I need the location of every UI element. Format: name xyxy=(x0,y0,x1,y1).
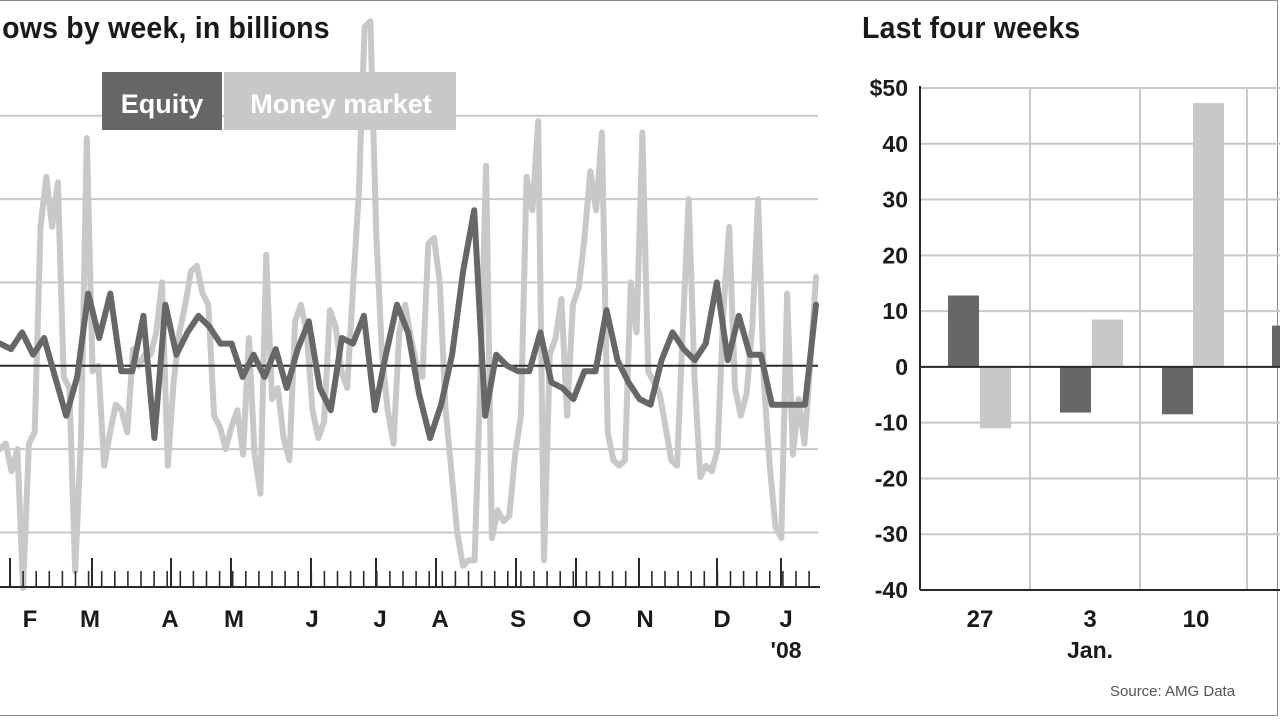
left-series xyxy=(0,18,819,591)
right-y-tick-label: 20 xyxy=(882,242,908,268)
left-x-tick-label: N xyxy=(636,606,653,633)
equity-bar-1 xyxy=(1060,366,1091,413)
legend: Equity Money market xyxy=(102,72,456,130)
left-x-tick-label: J xyxy=(779,606,792,633)
right-x-tick-label: 27 xyxy=(967,606,994,633)
money-market-bar-2 xyxy=(1193,103,1224,367)
left-x-tick-label: S xyxy=(510,606,526,633)
right-y-tick-label: 0 xyxy=(895,354,908,380)
money-market-bar-1 xyxy=(1092,319,1123,367)
legend-equity-label: Equity xyxy=(121,89,204,119)
right-y-tick-label: -20 xyxy=(875,465,908,491)
right-x-month-label: Jan. xyxy=(1067,637,1113,663)
right-y-tick-label: -40 xyxy=(875,577,908,603)
left-x-year-label: '08 xyxy=(770,637,801,663)
equity-line xyxy=(0,207,819,441)
right-y-tick-label: $50 xyxy=(870,75,908,101)
right-y-tick-label: 40 xyxy=(882,131,908,157)
legend-money-market-swatch xyxy=(224,72,456,130)
left-x-tick-label: D xyxy=(713,606,730,633)
weekly-flows-title: lows by week, in billions xyxy=(0,10,330,45)
money-market-bar-0 xyxy=(980,366,1011,429)
right-y-tick-label: -30 xyxy=(875,521,908,547)
right-x-tick-label: 10 xyxy=(1183,606,1210,633)
left-x-tick-label: A xyxy=(161,606,178,633)
equity-bar-3 xyxy=(1272,325,1280,367)
left-x-tick-label: J xyxy=(373,606,386,633)
legend-money-market-label: Money market xyxy=(250,89,432,119)
legend-equity-swatch xyxy=(102,72,222,130)
right-y-tick-label: 30 xyxy=(882,187,908,213)
left-x-tick-label: J xyxy=(305,606,318,633)
source-note: Source: AMG Data xyxy=(1110,683,1236,700)
left-x-tick-label: M xyxy=(80,606,100,633)
left-x-axis: F M A M J J A S O N D J '08 xyxy=(0,558,820,663)
right-y-tick-label: -10 xyxy=(875,410,908,436)
left-x-tick-label: M xyxy=(224,606,244,633)
left-x-tick-label: O xyxy=(573,606,592,633)
left-x-tick-label: F xyxy=(23,606,38,633)
right-bars xyxy=(920,103,1280,429)
right-x-tick-label: 3 xyxy=(1083,606,1096,633)
equity-bar-2 xyxy=(1162,366,1193,415)
right-y-tick-label: 10 xyxy=(882,298,908,324)
left-x-tick-label: A xyxy=(431,606,448,633)
equity-bar-0 xyxy=(948,295,979,367)
last-four-weeks-title: Last four weeks xyxy=(862,10,1081,45)
right-axis-labels: $50 40 30 20 10 0 -10 -20 -30 -40 27 3 10 Jan. xyxy=(870,75,1210,663)
